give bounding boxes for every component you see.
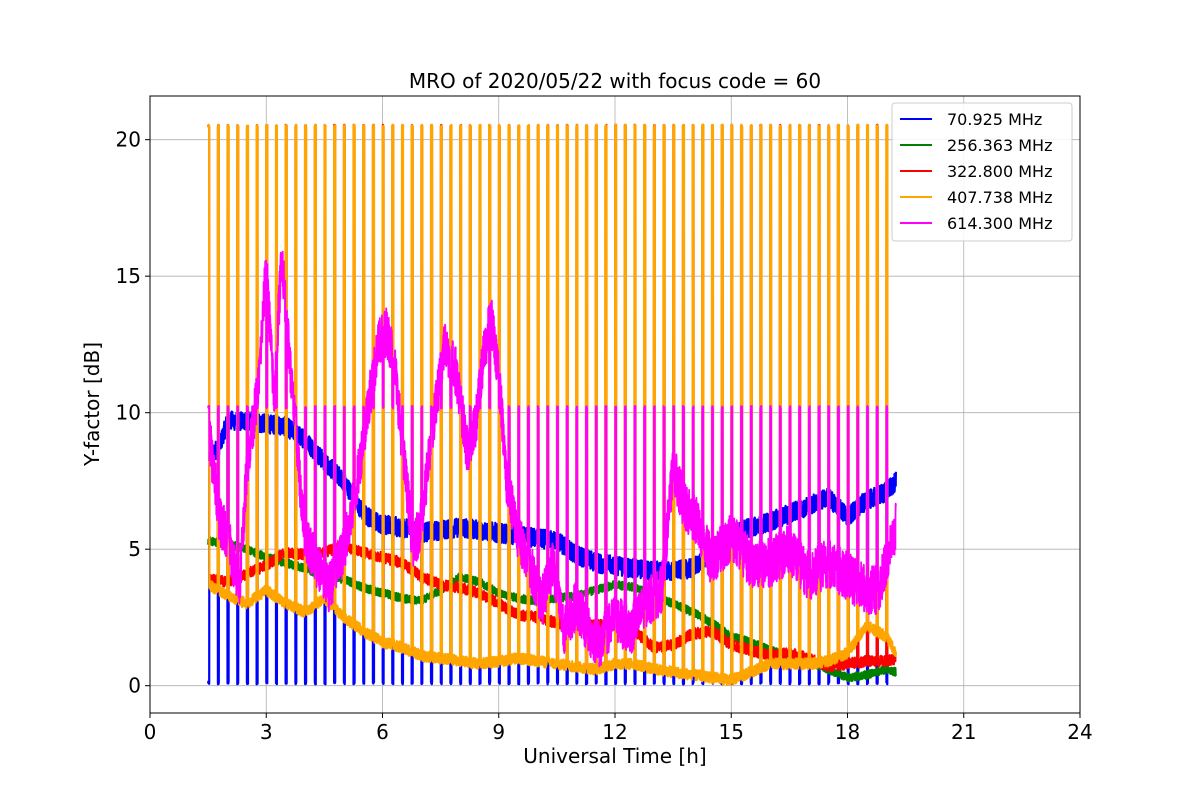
x-tick-label: 21 (951, 720, 976, 744)
x-axis-title: Universal Time [h] (523, 744, 706, 768)
x-tick-label: 6 (376, 720, 389, 744)
x-tick-label: 24 (1067, 720, 1092, 744)
legend-label: 70.925 MHz (947, 110, 1042, 129)
ticks: 0 3 6 9 12 15 18 21 24 0 5 10 15 20 (116, 128, 1093, 744)
x-tick-label: 15 (719, 720, 744, 744)
plot-area (207, 123, 897, 687)
x-tick-label: 0 (144, 720, 157, 744)
y-axis-title: Y-factor [dB] (80, 342, 104, 467)
chart-title: MRO of 2020/05/22 with focus code = 60 (409, 69, 821, 93)
legend-label: 322.800 MHz (947, 162, 1052, 181)
y-tick-label: 15 (116, 264, 141, 288)
legend-box (891, 102, 1073, 242)
x-tick-label: 3 (260, 720, 273, 744)
y-tick-label: 5 (128, 537, 141, 561)
x-tick-label: 9 (492, 720, 505, 744)
y-tick-label: 10 (116, 401, 141, 425)
legend-label: 614.300 MHz (947, 214, 1052, 233)
x-tick-label: 12 (602, 720, 627, 744)
series-line-4 (207, 250, 897, 668)
legend-label: 256.363 MHz (947, 136, 1052, 155)
y-tick-label: 20 (116, 128, 141, 152)
x-tick-label: 18 (835, 720, 860, 744)
legend-label: 407.738 MHz (947, 188, 1052, 207)
legend: 70.925 MHz 256.363 MHz 322.800 MHz 407.738 … (891, 102, 1073, 242)
y-tick-label: 0 (128, 674, 141, 698)
